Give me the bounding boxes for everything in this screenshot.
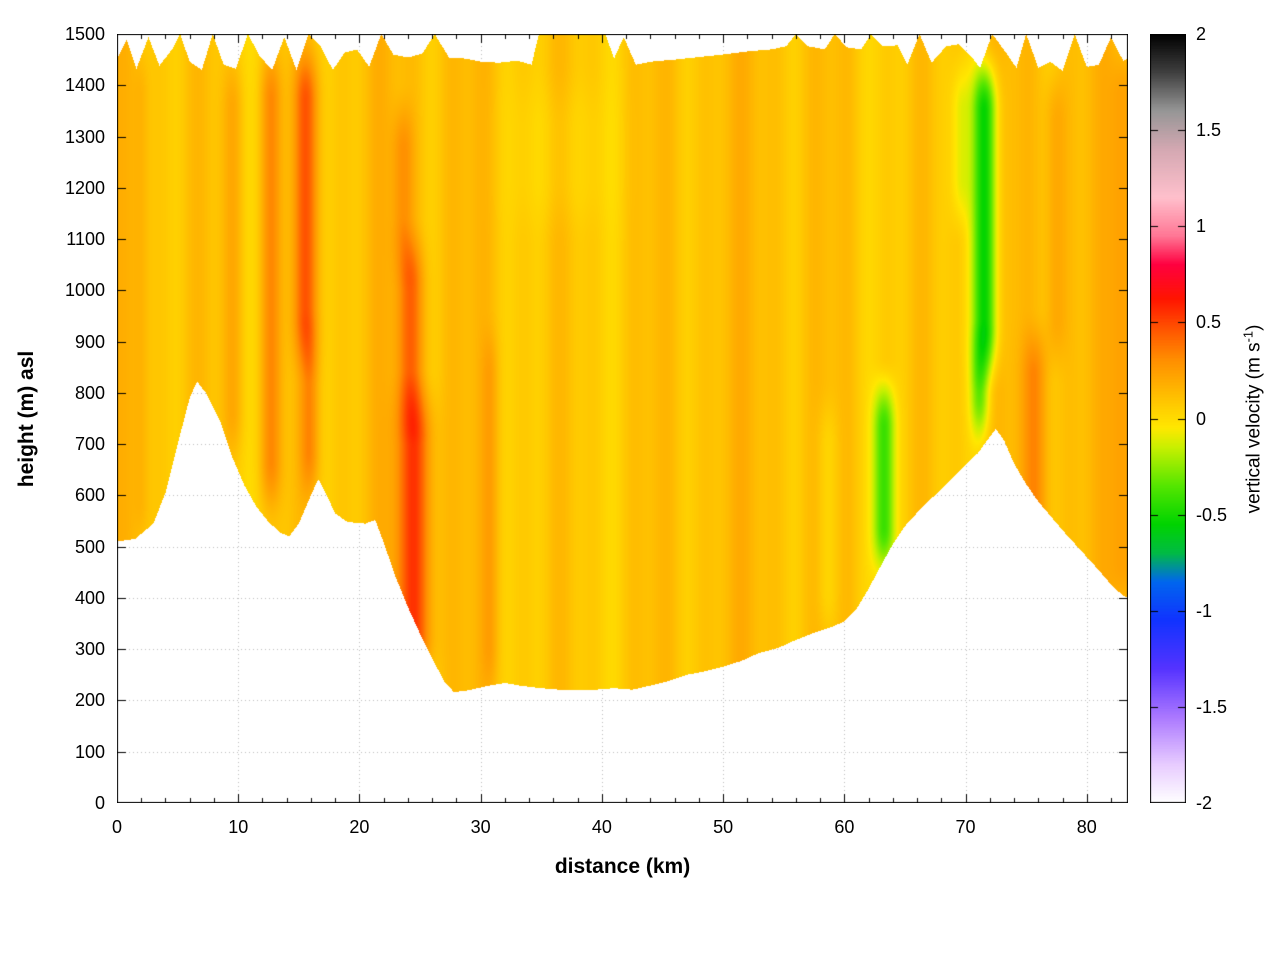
colorbar-tick-label: 1 bbox=[1196, 216, 1207, 237]
x-tick-label: 20 bbox=[349, 817, 370, 837]
x-tick-label: 10 bbox=[228, 817, 249, 837]
y-tick-label: 900 bbox=[74, 331, 105, 352]
x-axis-title: distance (km) bbox=[554, 855, 691, 878]
colorbar-tick-label: 2 bbox=[1196, 24, 1207, 44]
x-tick-label: 0 bbox=[111, 817, 123, 837]
y-tick-label: 0 bbox=[94, 793, 105, 813]
y-tick-label: 400 bbox=[74, 587, 105, 608]
colorbar-tick-label: -2 bbox=[1196, 793, 1213, 813]
y-axis-title: height (m) asl bbox=[15, 350, 38, 487]
colorbar-canvas bbox=[1150, 34, 1186, 803]
colorbar-label-close: ) bbox=[1243, 324, 1265, 331]
y-tick-label: 1100 bbox=[66, 229, 105, 250]
y-tick-label: 800 bbox=[74, 382, 105, 403]
y-tick-label: 1400 bbox=[64, 75, 105, 96]
colorbar-tick-label: 0.5 bbox=[1196, 312, 1222, 333]
y-tick-label: 1000 bbox=[64, 280, 105, 301]
x-tick-label: 70 bbox=[955, 817, 976, 837]
y-tick-label: 600 bbox=[74, 485, 105, 506]
colorbar-tick-label: -0.5 bbox=[1196, 504, 1228, 525]
y-tick-label: 1300 bbox=[64, 126, 105, 147]
colorbar-tick-label: -1 bbox=[1196, 600, 1213, 621]
y-tick-label: 200 bbox=[74, 690, 105, 711]
y-tick-label: 1200 bbox=[64, 177, 105, 198]
x-tick-label: 30 bbox=[470, 817, 491, 837]
y-tick-label: 1500 bbox=[64, 24, 105, 44]
colorbar-label-superscript: -1 bbox=[1240, 330, 1256, 342]
x-tick-label: 40 bbox=[591, 817, 612, 837]
x-tick-label: 60 bbox=[834, 817, 855, 837]
heatmap-canvas bbox=[117, 34, 1128, 803]
y-tick-label: 100 bbox=[74, 741, 105, 762]
y-tick-label: 500 bbox=[74, 536, 105, 557]
colorbar-tick-label: 0 bbox=[1196, 408, 1207, 429]
colorbar-tick-label: 1.5 bbox=[1196, 120, 1222, 141]
y-tick-label: 300 bbox=[74, 639, 105, 660]
y-tick-label: 700 bbox=[74, 434, 105, 455]
x-tick-label: 80 bbox=[1076, 817, 1097, 837]
x-tick-label: 50 bbox=[713, 817, 734, 837]
colorbar-axis-title: vertical velocity (m s-1) bbox=[1240, 324, 1265, 513]
colorbar-label-text: vertical velocity (m s bbox=[1243, 341, 1265, 513]
colorbar-tick-label: -1.5 bbox=[1196, 696, 1228, 717]
